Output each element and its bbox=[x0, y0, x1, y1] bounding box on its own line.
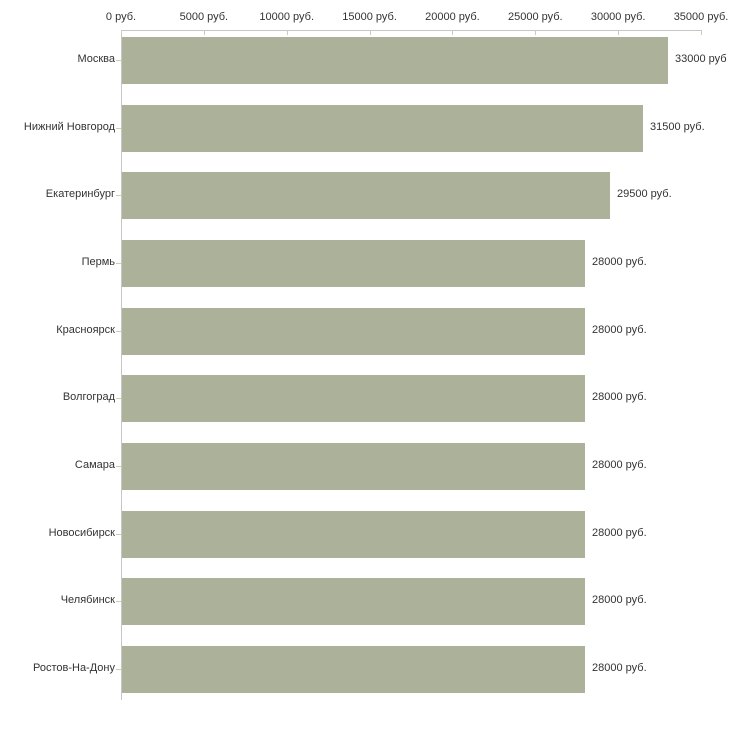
y-axis-tick-mark bbox=[116, 601, 121, 602]
y-axis-tick-mark bbox=[116, 263, 121, 264]
bar-нижний-новгород bbox=[122, 105, 643, 152]
x-axis-tick-mark bbox=[618, 30, 620, 35]
value-label: 28000 руб. bbox=[592, 594, 647, 606]
value-label: 28000 руб. bbox=[592, 324, 647, 336]
bar-челябинск bbox=[122, 578, 585, 625]
y-axis-tick-mark bbox=[116, 534, 121, 535]
bar-москва bbox=[122, 37, 668, 84]
value-label: 28000 руб. bbox=[592, 391, 647, 403]
y-axis-tick-mark bbox=[116, 398, 121, 399]
category-label: Пермь bbox=[81, 256, 115, 268]
category-label: Волгоград bbox=[62, 391, 115, 403]
y-axis-line bbox=[121, 30, 122, 700]
y-axis-tick-mark bbox=[116, 60, 121, 61]
category-label: Екатеринбург bbox=[45, 188, 115, 200]
x-axis-tick-mark bbox=[535, 30, 537, 35]
x-axis-tick-mark bbox=[701, 30, 702, 35]
x-axis-tick-mark bbox=[286, 30, 288, 35]
bar-ростов-на-дону bbox=[122, 646, 585, 693]
value-label: 28000 руб. bbox=[592, 662, 647, 674]
bar-екатеринбург bbox=[122, 172, 610, 219]
value-label: 28000 руб. bbox=[592, 527, 647, 539]
x-axis-tick-label: 35000 руб. bbox=[673, 11, 729, 23]
value-label: 29500 руб. bbox=[617, 188, 672, 200]
value-label: 28000 руб. bbox=[592, 256, 647, 268]
value-label: 31500 руб. bbox=[650, 121, 705, 133]
category-label: Нижний Новгород bbox=[23, 121, 115, 133]
x-axis-tick-label: 10000 руб. bbox=[259, 11, 315, 23]
x-axis-tick-label: 5000 руб. bbox=[179, 11, 229, 23]
x-axis-tick-mark bbox=[203, 30, 205, 35]
x-axis-tick-label: 30000 руб. bbox=[590, 11, 646, 23]
x-axis-tick-mark bbox=[121, 30, 122, 35]
x-axis-tick-label: 15000 руб. bbox=[342, 11, 397, 23]
category-label: Москва bbox=[77, 53, 115, 65]
bar-красноярск bbox=[122, 308, 585, 355]
category-label: Новосибирск bbox=[48, 527, 115, 539]
value-label: 33000 руб bbox=[675, 53, 727, 65]
x-axis-tick-mark bbox=[369, 30, 371, 35]
value-label: 28000 руб. bbox=[592, 459, 647, 471]
x-axis-tick-label: 25000 руб. bbox=[507, 11, 563, 23]
category-label: Челябинск bbox=[60, 594, 115, 606]
y-axis-tick-mark bbox=[116, 128, 121, 129]
bar-пермь bbox=[122, 240, 585, 287]
category-label: Ростов-На-Дону bbox=[32, 662, 115, 674]
y-axis-tick-mark bbox=[116, 331, 121, 332]
y-axis-tick-mark bbox=[116, 195, 121, 196]
category-label: Самара bbox=[74, 459, 115, 471]
x-axis-line bbox=[121, 30, 701, 31]
y-axis-tick-mark bbox=[116, 669, 121, 670]
bar-новосибирск bbox=[122, 511, 585, 558]
category-label: Красноярск bbox=[56, 324, 115, 336]
x-axis-tick-label: 0 руб. bbox=[105, 11, 137, 23]
bar-самара bbox=[122, 443, 585, 490]
x-axis-tick-label: 20000 руб. bbox=[425, 11, 480, 23]
bar-волгоград bbox=[122, 375, 585, 422]
y-axis-tick-mark bbox=[116, 466, 121, 467]
x-axis-tick-mark bbox=[452, 30, 454, 35]
